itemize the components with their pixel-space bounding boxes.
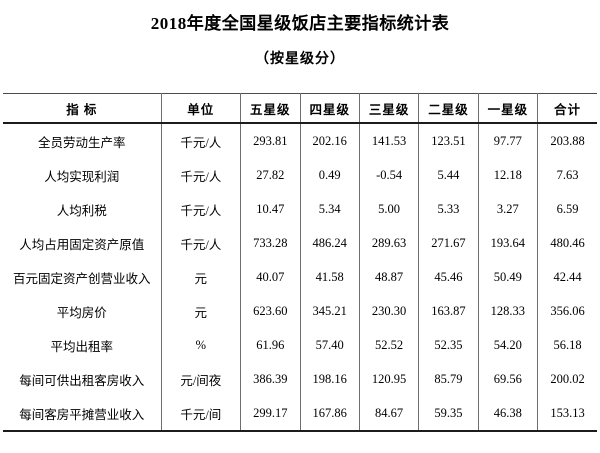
column-header-0: 指 标 bbox=[3, 93, 162, 124]
value-cell: 5.33 bbox=[418, 192, 479, 226]
value-cell: 271.67 bbox=[418, 226, 479, 260]
value-cell: 50.49 bbox=[477, 260, 538, 294]
unit-cell: 千元/人 bbox=[160, 123, 241, 158]
value-cell: 48.87 bbox=[358, 260, 419, 294]
unit-cell: 千元/人 bbox=[160, 192, 241, 226]
value-cell: 27.82 bbox=[240, 158, 300, 192]
unit-cell: 千元/人 bbox=[160, 158, 241, 192]
value-cell: 299.17 bbox=[240, 396, 300, 431]
indicator-cell: 人均利税 bbox=[56, 203, 107, 218]
value-cell: 46.38 bbox=[477, 396, 538, 431]
value-cell: 167.86 bbox=[299, 396, 360, 431]
value-cell: 85.79 bbox=[418, 362, 479, 396]
value-cell: 203.88 bbox=[537, 123, 597, 158]
indicator-cell: 人均占用固定资产原值 bbox=[19, 237, 145, 252]
column-header-2: 五星级 bbox=[240, 93, 300, 124]
table-row: 人均利税 千元/人 10.47 5.34 5.00 5.33 3.27 6.59 bbox=[3, 192, 597, 226]
value-cell: 6.59 bbox=[537, 192, 597, 226]
indicator-cell: 百元固定资产创营业收入 bbox=[13, 271, 151, 286]
page-title: 2018年度全国星级饭店主要指标统计表 bbox=[150, 14, 450, 33]
unit-cell: % bbox=[160, 328, 241, 362]
value-cell: 120.95 bbox=[358, 362, 419, 396]
unit-cell: 千元/间 bbox=[160, 396, 241, 431]
value-cell: 289.63 bbox=[358, 226, 419, 260]
value-cell: 153.13 bbox=[537, 396, 597, 431]
indicator-cell: 每间可供出租客房收入 bbox=[19, 373, 145, 388]
column-header-3: 四星级 bbox=[299, 93, 360, 124]
table-header-row: 指 标单位 五星级 四星级 三星级 二星级 一星级 合计 bbox=[3, 93, 597, 124]
value-cell: 12.18 bbox=[477, 158, 538, 192]
statistics-report-page: 2018年度全国星级饭店主要指标统计表 （按星级分） 指 标单位 五星级 四星级 三星… bbox=[0, 13, 600, 453]
value-cell: 193.64 bbox=[477, 226, 538, 260]
value-cell: 3.27 bbox=[477, 192, 538, 226]
value-cell: 128.33 bbox=[477, 294, 538, 328]
value-cell: 40.07 bbox=[240, 260, 300, 294]
value-cell: 0.49 bbox=[299, 158, 360, 192]
unit-cell: 元/间夜 bbox=[160, 362, 241, 396]
unit-cell: 千元/人 bbox=[160, 226, 241, 260]
value-cell: 198.16 bbox=[299, 362, 360, 396]
unit-cell: 元 bbox=[160, 260, 241, 294]
value-cell: 345.21 bbox=[299, 294, 360, 328]
value-cell: 5.44 bbox=[418, 158, 479, 192]
value-cell: 733.28 bbox=[240, 226, 300, 260]
value-cell: 141.53 bbox=[358, 123, 419, 158]
value-cell: 5.00 bbox=[358, 192, 419, 226]
value-cell: 356.06 bbox=[537, 294, 597, 328]
value-cell: 54.20 bbox=[477, 328, 538, 362]
value-cell: 7.63 bbox=[537, 158, 597, 192]
indicator-cell: 全员劳动生产率 bbox=[38, 135, 126, 150]
table-row: 每间客房平摊营业收入 千元/间 299.17 167.86 84.67 59.35 46.3… bbox=[3, 396, 597, 431]
column-header-5: 二星级 bbox=[418, 93, 479, 124]
value-cell: 97.77 bbox=[477, 123, 538, 158]
table-row: 人均占用固定资产原值 千元/人 733.28 486.24 289.63 271.67 19… bbox=[3, 226, 597, 260]
unit-cell: 元 bbox=[160, 294, 241, 328]
value-cell: 56.18 bbox=[537, 328, 597, 362]
indicator-cell: 每间客房平摊营业收入 bbox=[19, 407, 145, 422]
value-cell: 202.16 bbox=[299, 123, 360, 158]
value-cell: 42.44 bbox=[537, 260, 597, 294]
value-cell: 59.35 bbox=[418, 396, 479, 431]
value-cell: 45.46 bbox=[418, 260, 479, 294]
value-cell: 123.51 bbox=[418, 123, 479, 158]
value-cell: 61.96 bbox=[240, 328, 300, 362]
table-row: 平均房价 元 623.60 345.21 230.30 163.87 128.33 356.0… bbox=[3, 294, 597, 328]
value-cell: -0.54 bbox=[358, 158, 419, 192]
page-subtitle: （按星级分） bbox=[255, 52, 345, 67]
column-header-7: 合计 bbox=[537, 93, 597, 124]
value-cell: 52.52 bbox=[358, 328, 419, 362]
value-cell: 41.58 bbox=[299, 260, 360, 294]
value-cell: 57.40 bbox=[299, 328, 360, 362]
table-row: 平均出租率% 61.96 57.40 52.52 52.35 54.20 56.18 bbox=[3, 328, 597, 362]
value-cell: 5.34 bbox=[299, 192, 360, 226]
column-header-1: 单位 bbox=[160, 93, 241, 124]
table-row: 每间可供出租客房收入 元/间夜 386.39 198.16 120.95 85.79 69.… bbox=[3, 362, 597, 396]
indicator-cell: 平均出租率 bbox=[50, 339, 114, 354]
value-cell: 230.30 bbox=[358, 294, 419, 328]
table-body: 全员劳动生产率 千元/人 293.81 202.16 141.53 123.51 97.77… bbox=[3, 123, 597, 431]
value-cell: 623.60 bbox=[240, 294, 300, 328]
value-cell: 52.35 bbox=[418, 328, 479, 362]
table-row: 人均实现利润 千元/人 27.82 0.49 -0.54 5.44 12.18 7.63 bbox=[3, 158, 597, 192]
indicator-cell: 平均房价 bbox=[56, 305, 107, 320]
value-cell: 10.47 bbox=[240, 192, 300, 226]
table-row: 百元固定资产创营业收入元 40.07 41.58 48.87 45.46 50.49 42.… bbox=[3, 260, 597, 294]
value-cell: 480.46 bbox=[537, 226, 597, 260]
value-cell: 163.87 bbox=[418, 294, 479, 328]
column-header-4: 三星级 bbox=[358, 93, 419, 124]
value-cell: 486.24 bbox=[299, 226, 360, 260]
star-hotel-indicators-table: 指 标单位 五星级 四星级 三星级 二星级 一星级 合计 全员劳动生产率 千元/人 293.81… bbox=[3, 93, 597, 432]
value-cell: 69.56 bbox=[477, 362, 538, 396]
value-cell: 293.81 bbox=[240, 123, 300, 158]
column-header-6: 一星级 bbox=[477, 93, 538, 124]
indicator-cell: 人均实现利润 bbox=[44, 169, 120, 184]
value-cell: 386.39 bbox=[240, 362, 300, 396]
value-cell: 200.02 bbox=[537, 362, 597, 396]
table-row: 全员劳动生产率 千元/人 293.81 202.16 141.53 123.51 97.77… bbox=[3, 123, 597, 158]
value-cell: 84.67 bbox=[358, 396, 419, 431]
